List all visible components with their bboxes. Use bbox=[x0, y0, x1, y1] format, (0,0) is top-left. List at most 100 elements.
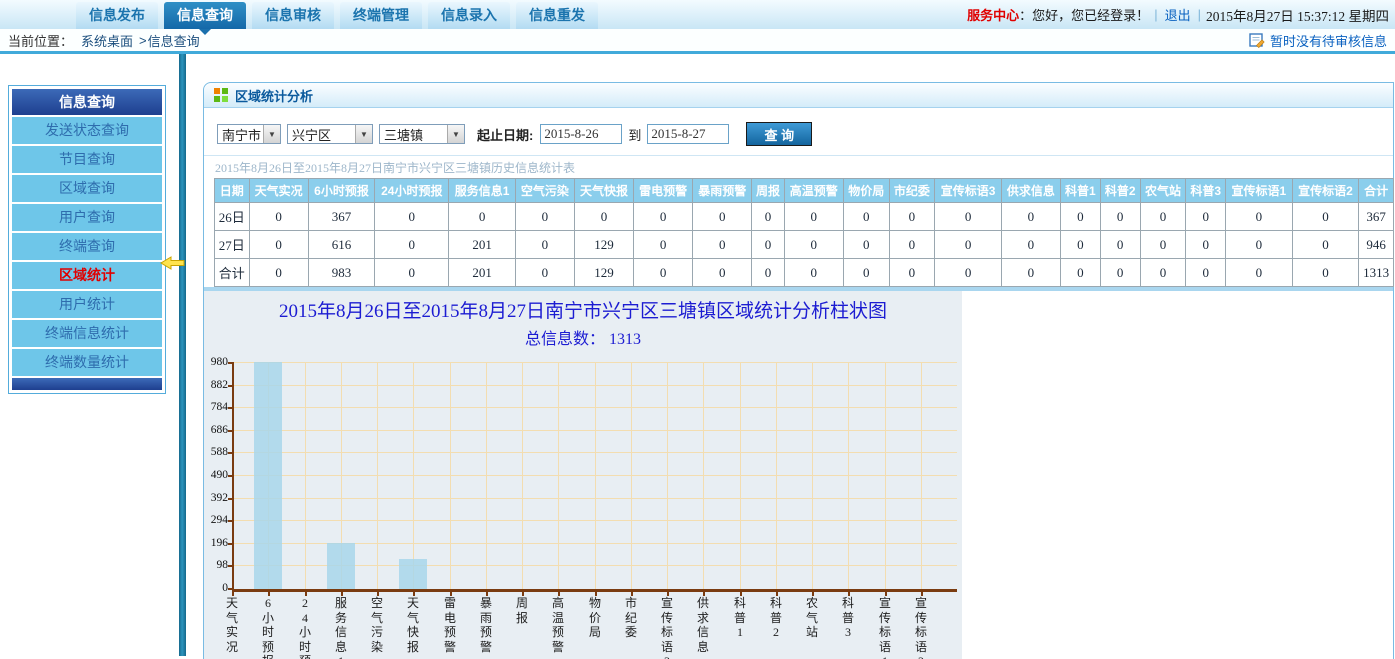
x-gridline bbox=[776, 363, 777, 589]
to-label: 到 bbox=[628, 127, 642, 143]
table-cell: 0 bbox=[751, 230, 785, 259]
x-axis-tick bbox=[486, 592, 488, 596]
x-gridline bbox=[522, 363, 523, 589]
y-tick-label: 392 bbox=[210, 491, 228, 504]
column-header: 服务信息1 bbox=[448, 178, 516, 203]
pending-review-notice[interactable]: 暂时没有待审核信息 bbox=[1249, 31, 1389, 50]
table-cell: 0 bbox=[1185, 202, 1227, 231]
table-cell: 616 bbox=[307, 230, 376, 259]
x-axis-tick bbox=[268, 592, 270, 596]
column-header: 农气站 bbox=[1139, 178, 1187, 203]
sidebar-item-终端查询[interactable]: 终端查询 bbox=[12, 233, 162, 260]
x-gridline bbox=[921, 363, 922, 589]
start-date-input[interactable] bbox=[540, 124, 623, 144]
sidebar-item-节目查询[interactable]: 节目查询 bbox=[12, 146, 162, 173]
x-axis-tick bbox=[377, 592, 379, 596]
x-gridline bbox=[377, 363, 378, 589]
service-center-label: 服务中心 bbox=[967, 8, 1020, 23]
tab-信息审核[interactable]: 信息审核 bbox=[252, 2, 334, 29]
breadcrumb-separator: > bbox=[139, 32, 147, 48]
town-select[interactable]: 三塘镇 ▼ bbox=[379, 124, 465, 144]
column-header: 天气实况 bbox=[248, 178, 309, 203]
x-axis-tick bbox=[522, 592, 524, 596]
form-divider bbox=[204, 155, 1393, 156]
sidebar-item-终端信息统计[interactable]: 终端信息统计 bbox=[12, 320, 162, 347]
collapse-sidebar-arrow-icon[interactable] bbox=[160, 256, 185, 270]
x-category-label: 农 气 站 bbox=[805, 596, 818, 639]
y-tick-label: 980 bbox=[210, 356, 228, 368]
x-gridline bbox=[558, 363, 559, 589]
logout-link[interactable]: 退出 bbox=[1164, 8, 1191, 23]
x-category-label: 物 价 局 bbox=[588, 596, 601, 639]
x-axis-tick bbox=[921, 592, 923, 596]
column-header: 日期 bbox=[214, 178, 250, 203]
column-header: 物价局 bbox=[842, 178, 890, 203]
end-date-input[interactable] bbox=[647, 124, 730, 144]
x-category-label: 市 纪 委 bbox=[624, 596, 637, 639]
x-axis-tick bbox=[848, 592, 850, 596]
stats-table-title: 2015年8月26日至2015年8月27日南宁市兴宁区三塘镇历史信息统计表 bbox=[215, 161, 576, 175]
table-cell: 946 bbox=[1358, 230, 1394, 259]
sidebar-item-用户统计[interactable]: 用户统计 bbox=[12, 291, 162, 318]
table-cell: 0 bbox=[888, 202, 936, 231]
city-select[interactable]: 南宁市 ▼ bbox=[217, 124, 281, 144]
table-cell: 0 bbox=[448, 202, 516, 231]
total-label: 总信息数： bbox=[524, 331, 605, 348]
x-axis-tick bbox=[776, 592, 778, 596]
district-select[interactable]: 兴宁区 ▼ bbox=[287, 124, 373, 144]
column-header: 供求信息 bbox=[1000, 178, 1061, 203]
x-gridline bbox=[812, 363, 813, 589]
breadcrumb-home[interactable]: 系统桌面 bbox=[81, 33, 134, 49]
chart-title: 2015年8月26日至2015年8月27日南宁市兴宁区三塘镇区域统计分析柱状图 bbox=[278, 301, 887, 322]
bar bbox=[254, 362, 282, 589]
table-cell: 0 bbox=[633, 258, 694, 287]
column-header: 科普2 bbox=[1099, 178, 1141, 203]
query-form: 南宁市 ▼ 兴宁区 ▼ 三塘镇 ▼ 起止日期: 到 查 询 bbox=[217, 122, 1393, 146]
column-header: 宣传标语2 bbox=[1291, 178, 1360, 203]
table-cell: 0 bbox=[1185, 258, 1227, 287]
table-cell: 0 bbox=[751, 202, 785, 231]
table-cell: 367 bbox=[1358, 202, 1394, 231]
table-cell: 27日 bbox=[214, 230, 250, 259]
sidebar-item-发送状态查询[interactable]: 发送状态查询 bbox=[12, 117, 162, 144]
table-cell: 0 bbox=[1000, 230, 1061, 259]
x-category-label: 2 4 小 时 预 报 bbox=[298, 596, 311, 659]
sidebar-item-区域统计[interactable]: 区域统计 bbox=[12, 262, 162, 289]
chevron-down-icon: ▼ bbox=[447, 125, 464, 143]
tab-终端管理[interactable]: 终端管理 bbox=[340, 2, 422, 29]
sidebar-item-终端数量统计[interactable]: 终端数量统计 bbox=[12, 349, 162, 376]
table-cell: 0 bbox=[1291, 258, 1360, 287]
y-tick-label: 882 bbox=[210, 378, 228, 391]
sidebar-item-用户查询[interactable]: 用户查询 bbox=[12, 204, 162, 231]
table-cell: 0 bbox=[888, 230, 936, 259]
active-tab-pointer-icon bbox=[199, 29, 211, 35]
column-header: 6小时预报 bbox=[307, 178, 376, 203]
x-gridline bbox=[413, 363, 414, 589]
x-category-label: 宣 传 标 语 2 bbox=[914, 596, 927, 659]
query-button[interactable]: 查 询 bbox=[746, 122, 813, 146]
y-axis-tick bbox=[228, 520, 232, 523]
column-header: 周报 bbox=[751, 178, 785, 203]
top-tabs: 信息发布 信息查询 信息审核 终端管理 信息录入 信息重发 bbox=[76, 2, 598, 35]
pending-review-text: 暂时没有待审核信息 bbox=[1269, 33, 1387, 49]
table-cell: 0 bbox=[783, 202, 844, 231]
x-category-label: 科 普 3 bbox=[841, 596, 854, 639]
tab-信息发布[interactable]: 信息发布 bbox=[76, 2, 158, 29]
x-axis-tick bbox=[595, 592, 597, 596]
table-cell: 367 bbox=[307, 202, 376, 231]
x-axis-tick bbox=[812, 592, 814, 596]
table-cell: 0 bbox=[374, 258, 450, 287]
y-tick-label: 294 bbox=[210, 514, 228, 527]
table-cell: 0 bbox=[934, 230, 1002, 259]
top-navigation-bar: 信息发布 信息查询 信息审核 终端管理 信息录入 信息重发 服务中心 ：您好，您已经登录！ … bbox=[0, 0, 1395, 35]
chart-subtitle: 总信息数： 1313 bbox=[204, 325, 962, 349]
x-category-label: 服 务 信 息 1 bbox=[334, 596, 347, 659]
x-gridline bbox=[486, 363, 487, 589]
table-cell: 0 bbox=[633, 230, 694, 259]
tab-信息查询[interactable]: 信息查询 bbox=[164, 2, 246, 35]
tab-信息重发[interactable]: 信息重发 bbox=[516, 2, 598, 29]
tab-信息录入[interactable]: 信息录入 bbox=[428, 2, 510, 29]
x-category-label: 天 气 快 报 bbox=[406, 596, 419, 654]
y-tick-label: 784 bbox=[210, 401, 228, 414]
sidebar-item-区域查询[interactable]: 区域查询 bbox=[12, 175, 162, 202]
